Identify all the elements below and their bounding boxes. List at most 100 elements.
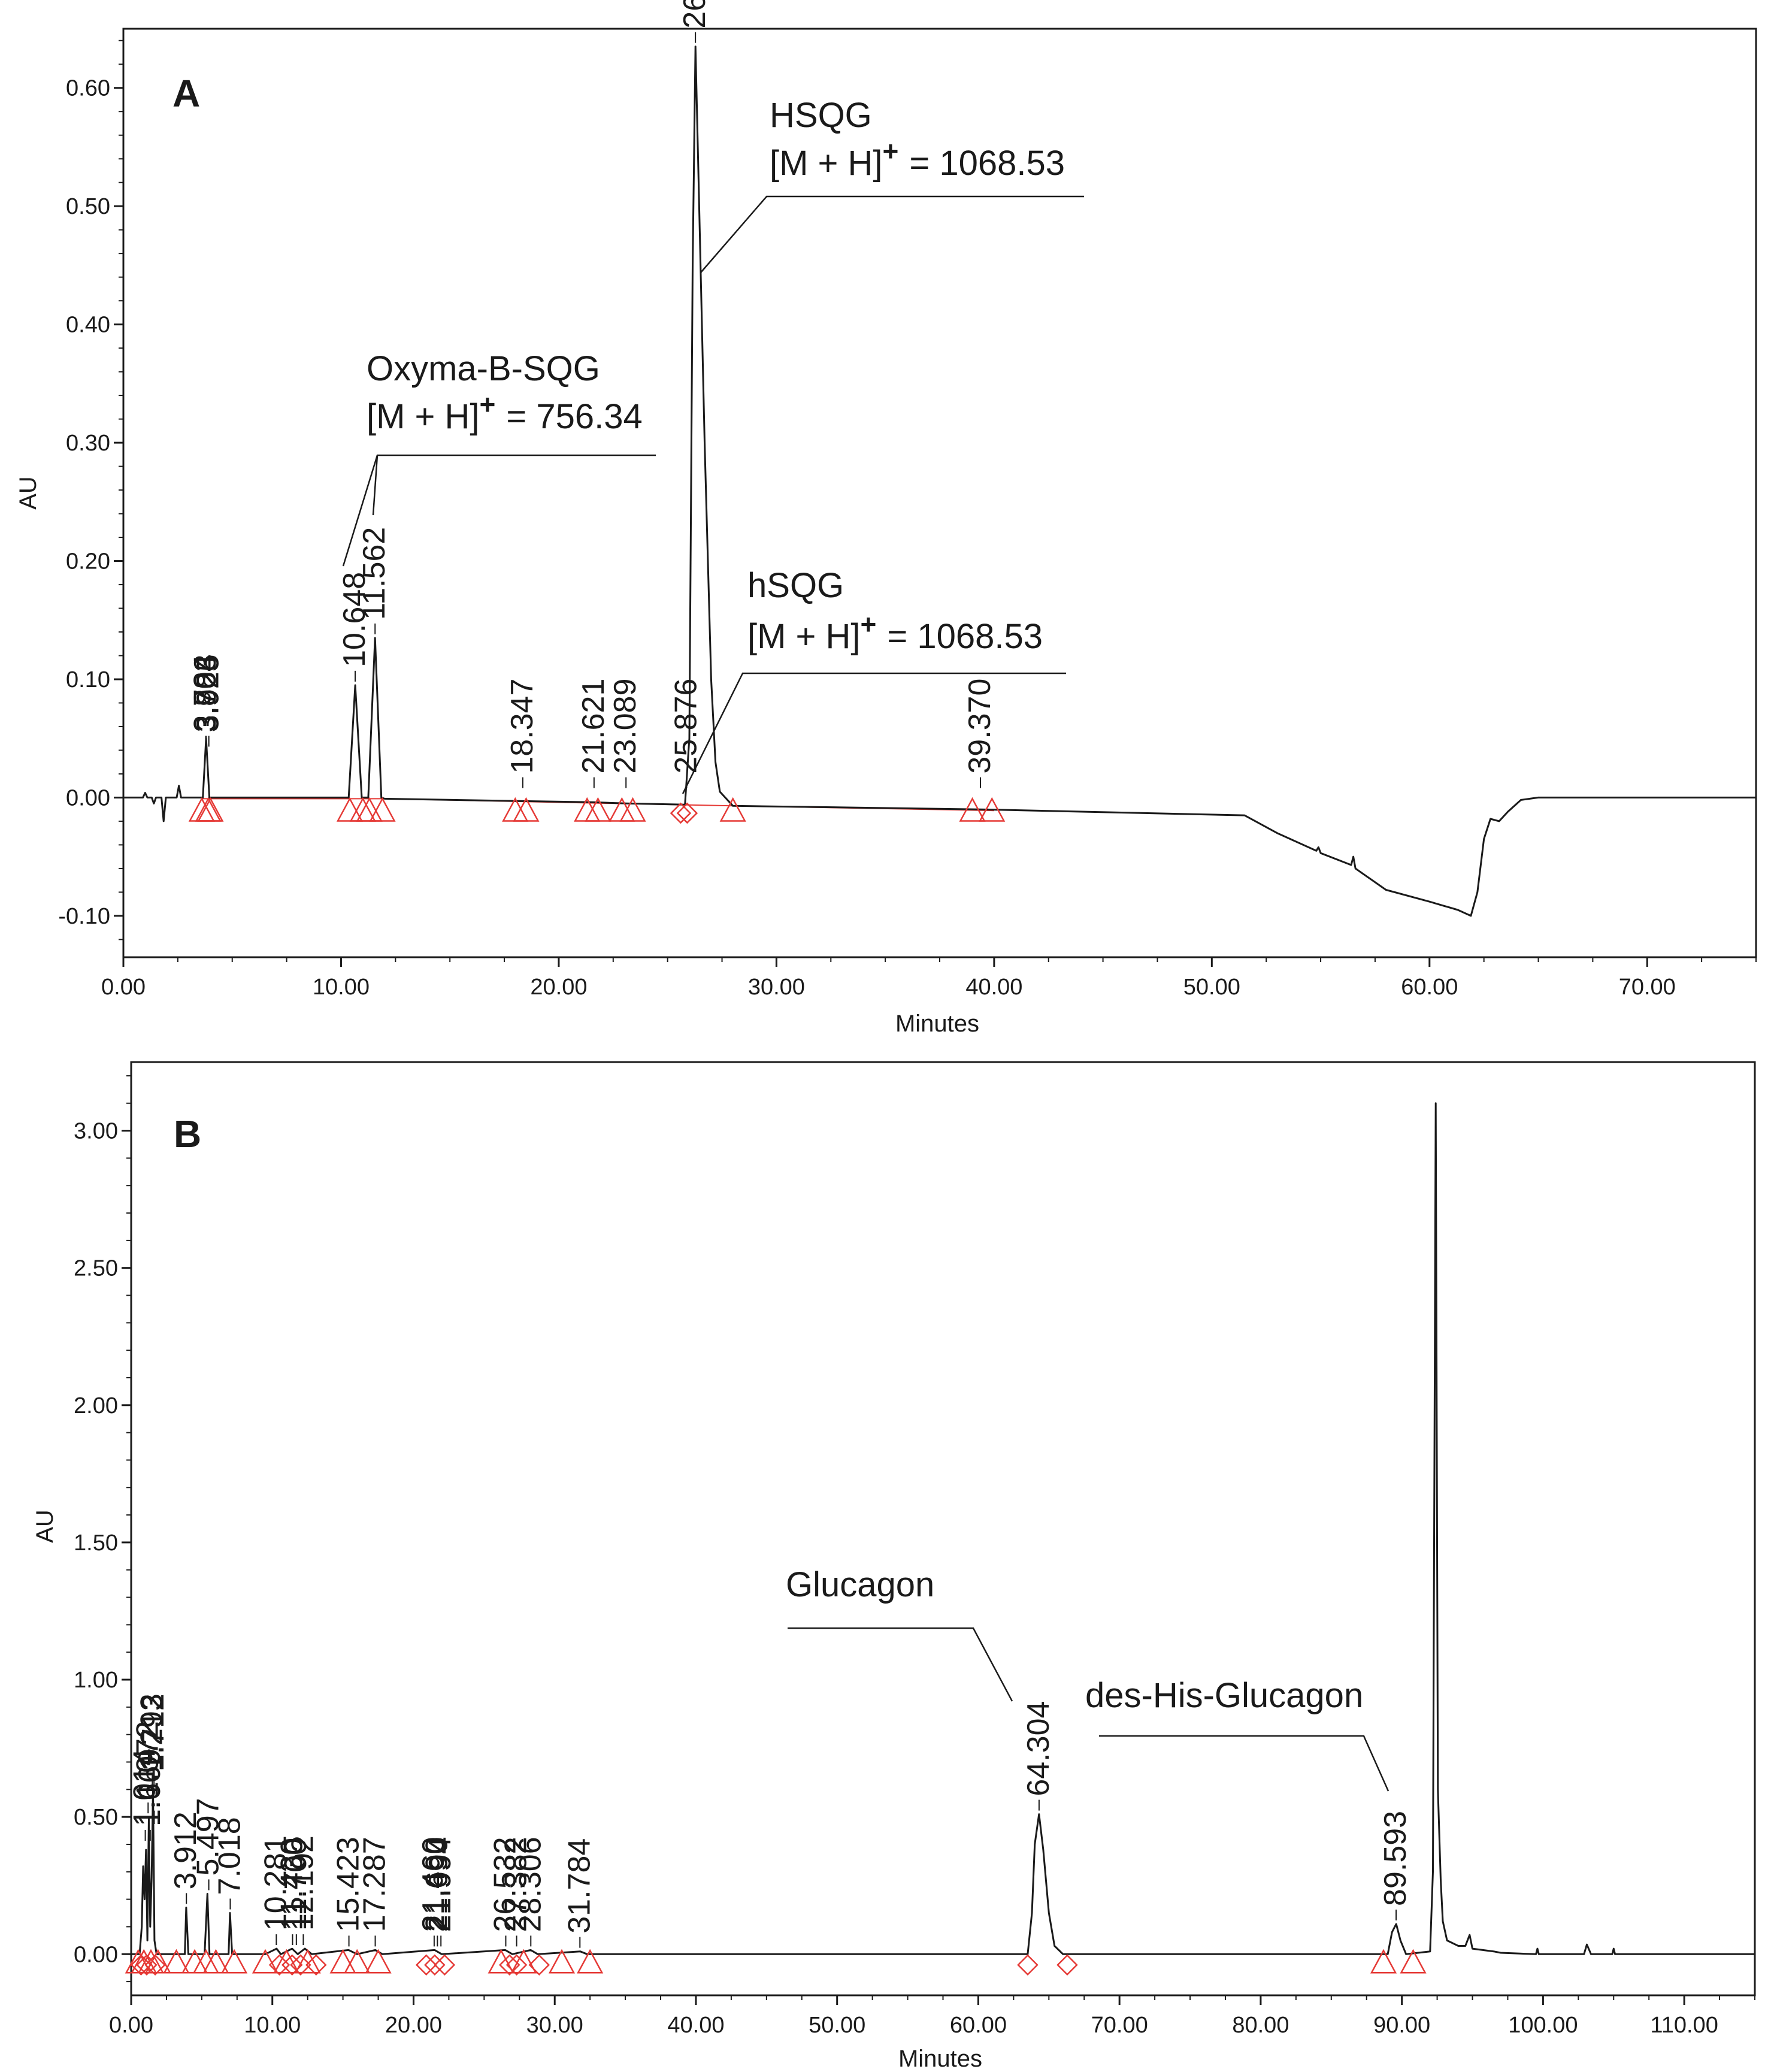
peak-label: 3.912 xyxy=(168,1811,203,1889)
annotation-hsqg-lower: hSQG [M + H]+ = 1068.53 xyxy=(682,566,1066,794)
integration-start-marker xyxy=(510,1949,537,1974)
x-tick-label: 40.00 xyxy=(965,975,1022,1000)
leader-line xyxy=(788,1627,1013,1702)
integration-start-marker xyxy=(513,797,540,822)
x-tick-label: 100.00 xyxy=(1508,2013,1578,2038)
peak-label: 25.876 xyxy=(668,679,703,774)
panel-a-x-axis: 0.00 10.00 20.00 30.00 40.00 50.00 60.00 70.00 xyxy=(101,957,1757,1000)
peak-label: 3.784 xyxy=(187,654,222,732)
annotation-glucagon-name: Glucagon xyxy=(786,1565,934,1604)
peak-label: 39.370 xyxy=(962,679,997,774)
panel-b-label: B xyxy=(174,1112,201,1156)
integration-start-marker xyxy=(329,1949,356,1974)
integration-start-marker xyxy=(1400,1949,1427,1974)
leader-line xyxy=(1099,1735,1389,1792)
y-tick-label: 2.00 xyxy=(74,1393,118,1418)
annotation-hsqg-lower-ion: [M + H]+ = 1068.53 xyxy=(747,609,1043,656)
peak-label: 10.648 xyxy=(337,572,372,667)
peak-label: 15.423 xyxy=(331,1837,366,1932)
peak-label: 28.306 xyxy=(513,1837,547,1932)
integration-start-marker xyxy=(365,1949,392,1974)
ion-prefix: [M + H] xyxy=(747,617,861,656)
integration-start-marker xyxy=(220,1949,248,1974)
annotation-glucagon: Glucagon xyxy=(786,1565,1013,1702)
integration-start-marker xyxy=(273,1949,300,1974)
peak-label: 11.700 xyxy=(278,1838,313,1931)
y-tick-label: 0.60 xyxy=(66,76,110,101)
x-tick-label: 10.00 xyxy=(313,975,370,1000)
y-tick-label: 0.50 xyxy=(66,194,110,219)
integration-start-marker xyxy=(979,797,1006,822)
panel-a-y-axis: -0.10 0.00 0.10 0.20 0.30 0.40 0.50 0.60 xyxy=(58,40,123,940)
integration-end-marker xyxy=(305,1954,327,1976)
y-tick-label: 0.10 xyxy=(66,667,110,692)
x-tick-label: 70.00 xyxy=(1091,2013,1148,2038)
peak-label: 1.712 xyxy=(136,1693,171,1771)
integration-start-marker xyxy=(202,1949,229,1974)
panel-b-x-axis: 0.00 10.00 20.00 30.00 40.00 50.00 60.00 70.00 8… xyxy=(109,1995,1755,2038)
integration-start-marker xyxy=(959,797,986,822)
leader-line xyxy=(372,455,379,516)
peak-label: 31.784 xyxy=(562,1838,597,1934)
x-tick-label: 40.00 xyxy=(667,2013,724,2038)
panel-a-y-axis-title: AU xyxy=(15,476,41,510)
peak-label: 5.497 xyxy=(191,1798,226,1876)
annotation-hsqg-ion: [M + H]+ = 1068.53 xyxy=(770,135,1065,183)
integration-start-marker xyxy=(548,1949,576,1974)
peak-label: 23.089 xyxy=(608,679,643,774)
y-tick-label: 0.50 xyxy=(74,1805,118,1830)
annotation-hsqg: HSQG [M + H]+ = 1068.53 xyxy=(700,96,1084,273)
integration-end-marker xyxy=(136,1954,158,1976)
peak-label: 21.994 xyxy=(423,1837,458,1932)
integration-start-marker xyxy=(1370,1949,1397,1974)
x-tick-label: 60.00 xyxy=(1401,975,1458,1000)
integration-start-marker xyxy=(488,1949,514,1974)
peak-label: 17.287 xyxy=(357,1837,392,1932)
ion-prefix: [M + H] xyxy=(770,144,883,183)
peak-label: 3.803 xyxy=(188,654,223,732)
panel-b-y-axis-title: AU xyxy=(32,1510,58,1543)
peak-label: 89.593 xyxy=(1378,1811,1413,1906)
panel-a-integration-baseline xyxy=(201,798,994,812)
ion-superscript: + xyxy=(480,389,496,420)
x-tick-label: 20.00 xyxy=(530,975,587,1000)
integration-start-marker xyxy=(294,1949,321,1974)
panel-a-label: A xyxy=(172,72,200,115)
integration-end-marker xyxy=(281,1954,303,1976)
peak-label: 10.281 xyxy=(258,1835,293,1931)
x-tick-label: 60.00 xyxy=(950,2013,1007,2038)
integration-start-marker xyxy=(619,797,646,822)
x-tick-label: 10.00 xyxy=(244,2013,301,2038)
integration-end-marker xyxy=(670,802,692,824)
x-tick-label: 80.00 xyxy=(1232,2013,1289,2038)
integration-end-marker xyxy=(1056,1954,1078,1976)
y-tick-label: 0.40 xyxy=(66,313,110,338)
x-tick-label: 110.00 xyxy=(1650,2013,1718,2038)
panel-b-y-axis: 0.00 0.50 1.00 1.50 2.00 2.50 3.00 xyxy=(74,1075,131,1983)
integration-end-marker xyxy=(424,1954,446,1976)
integration-end-marker xyxy=(415,1954,437,1976)
annotation-oxyma-b-sqg-name: Oxyma-B-SQG xyxy=(367,349,600,388)
panel-a-x-axis-title: Minutes xyxy=(895,1011,979,1037)
peak-label: 11.562 xyxy=(357,527,392,620)
integration-end-marker xyxy=(1017,1954,1039,1976)
ion-superscript: + xyxy=(861,609,877,640)
peak-label: 11.430 xyxy=(274,1838,309,1931)
peak-label: 1.669 xyxy=(132,1749,167,1826)
y-tick-label: 0.00 xyxy=(66,785,110,810)
integration-start-marker xyxy=(252,1949,279,1974)
y-tick-label: 0.30 xyxy=(66,431,110,456)
annotation-oxyma-b-sqg-ion: [M + H]+ = 756.34 xyxy=(367,389,643,436)
integration-end-marker xyxy=(499,1954,520,1976)
integration-start-marker xyxy=(344,1949,371,1974)
y-tick-label: -0.10 xyxy=(58,904,110,929)
peak-label: 21.460 xyxy=(416,1837,451,1932)
annotation-des-his-glucagon-name: des-His-Glucagon xyxy=(1085,1676,1363,1715)
integration-end-marker xyxy=(434,1954,456,1976)
y-tick-label: 1.00 xyxy=(74,1668,118,1693)
integration-end-marker xyxy=(130,1954,152,1976)
ion-mass: = 756.34 xyxy=(506,397,642,436)
ion-prefix: [M + H] xyxy=(367,397,480,436)
peak-label: 27.382 xyxy=(499,1837,534,1932)
